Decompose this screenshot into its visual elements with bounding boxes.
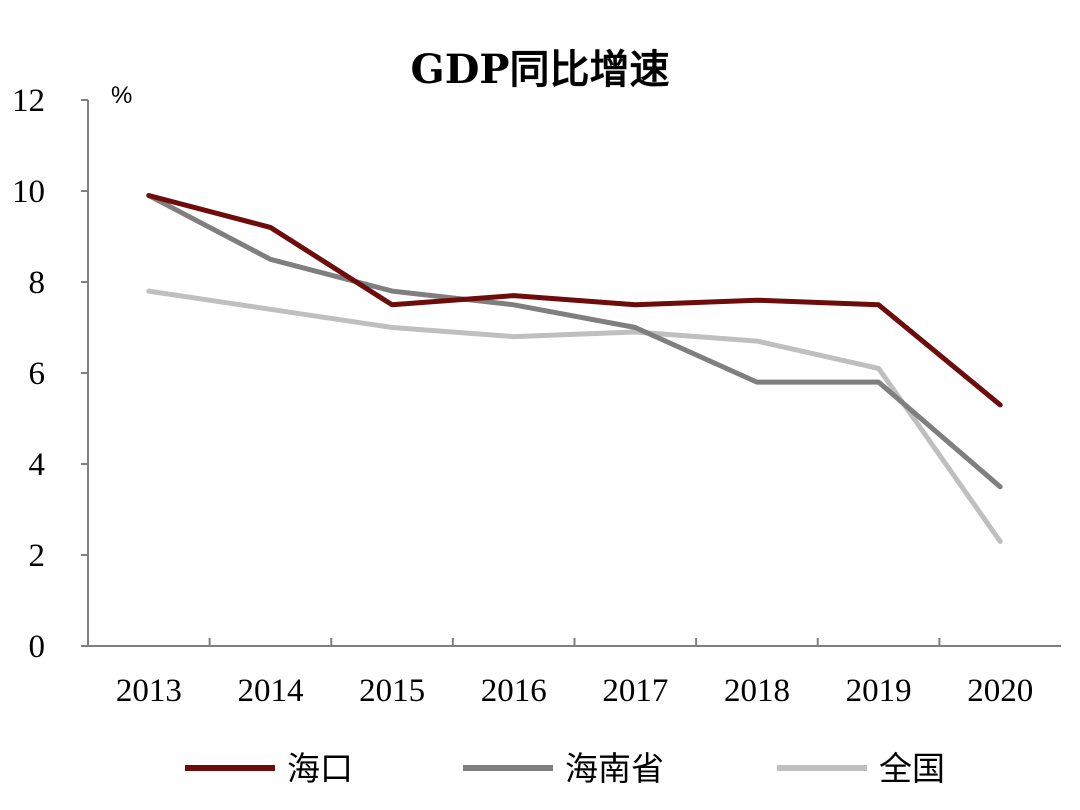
x-tick-label: 2020	[967, 673, 1033, 709]
series-line-1	[146, 193, 1003, 490]
series-line-0	[146, 193, 1003, 408]
legend-label-1: 海南省	[565, 749, 664, 788]
x-tick-label: 2015	[359, 673, 425, 709]
legend-label-2: 全国	[879, 749, 945, 788]
y-tick-label: 2	[29, 538, 46, 574]
y-tick-label: 12	[12, 83, 45, 119]
x-tick-label: 2019	[846, 673, 912, 709]
y-tick-label: 6	[29, 356, 46, 392]
x-tick-label: 2018	[724, 673, 790, 709]
y-axis-unit: %	[111, 82, 132, 109]
y-tick-label: 4	[29, 447, 46, 483]
y-tick-label: 0	[29, 629, 46, 665]
y-axis-ticks: 0 2 4 6 8 10 12	[12, 83, 88, 665]
x-axis-ticks: 2013 2014 2015 2016 2017 2018 2019 2020	[116, 638, 1033, 709]
series-line-2	[146, 288, 1003, 544]
y-tick-label: 8	[29, 265, 46, 301]
x-tick-label: 2013	[116, 673, 182, 709]
x-tick-label: 2016	[481, 673, 547, 709]
chart-title: GDP同比增速	[411, 46, 670, 93]
x-tick-label: 2014	[237, 673, 303, 709]
legend-label-0: 海口	[287, 749, 353, 788]
y-tick-label: 10	[12, 174, 45, 210]
series-lines	[146, 193, 1003, 544]
legend: 海口 海南省 全国	[185, 749, 945, 788]
x-tick-label: 2017	[602, 673, 668, 709]
